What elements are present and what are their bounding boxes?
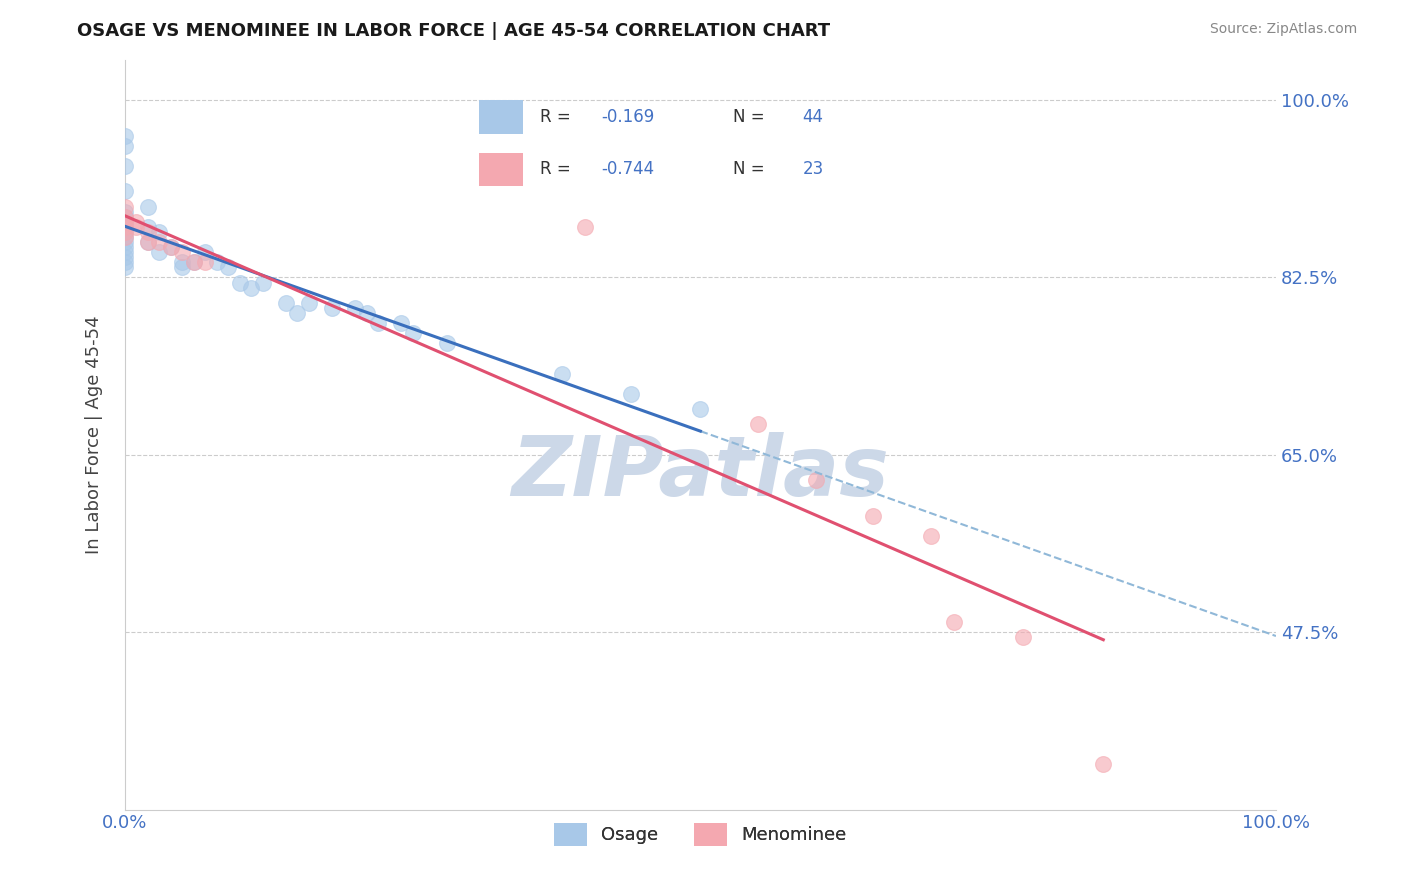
Point (389, 316, 412, 330)
Point (298, 295, 321, 310)
Point (205, 255, 228, 269)
Point (1011, 630, 1033, 644)
Text: ZIPatlas: ZIPatlas (512, 432, 890, 513)
Point (136, 235, 159, 249)
Point (114, 225, 136, 239)
Point (114, 235, 136, 249)
Point (194, 245, 217, 260)
Text: Source: ZipAtlas.com: Source: ZipAtlas.com (1209, 22, 1357, 37)
Point (183, 255, 205, 269)
Point (114, 230, 136, 244)
Point (747, 417, 769, 432)
Point (114, 215, 136, 229)
Point (148, 225, 170, 239)
Point (114, 200, 136, 214)
Point (114, 204, 136, 219)
Point (689, 402, 711, 417)
Point (136, 200, 159, 214)
Point (114, 138, 136, 153)
Legend: Osage, Menominee: Osage, Menominee (547, 815, 853, 853)
Y-axis label: In Labor Force | Age 45-54: In Labor Force | Age 45-54 (86, 315, 103, 554)
Point (920, 529, 942, 543)
Point (125, 219, 148, 234)
Point (551, 367, 574, 381)
Point (114, 219, 136, 234)
Point (148, 235, 170, 249)
Point (148, 245, 170, 260)
Point (114, 240, 136, 254)
Point (136, 219, 159, 234)
Point (356, 306, 378, 320)
Point (172, 245, 194, 260)
Point (114, 210, 136, 224)
Point (114, 128, 136, 143)
Point (274, 295, 297, 310)
Point (172, 260, 194, 275)
Point (217, 260, 239, 275)
Point (862, 508, 884, 523)
Point (136, 225, 159, 239)
Point (114, 225, 136, 239)
Point (942, 615, 965, 629)
Text: OSAGE VS MENOMINEE IN LABOR FORCE | AGE 45-54 CORRELATION CHART: OSAGE VS MENOMINEE IN LABOR FORCE | AGE … (77, 22, 831, 40)
Point (172, 255, 194, 269)
Point (804, 473, 827, 487)
Point (436, 336, 458, 351)
Point (252, 276, 274, 290)
Point (287, 306, 309, 320)
Point (229, 276, 252, 290)
Point (194, 255, 217, 269)
Point (125, 215, 148, 229)
Point (183, 255, 205, 269)
Point (620, 387, 643, 401)
Point (321, 301, 343, 315)
Point (114, 185, 136, 199)
Point (114, 250, 136, 264)
Point (160, 240, 183, 254)
Point (1092, 756, 1115, 771)
Point (160, 240, 183, 254)
Point (114, 159, 136, 173)
Point (114, 255, 136, 269)
Point (114, 230, 136, 244)
Point (136, 235, 159, 249)
Point (114, 260, 136, 275)
Point (367, 316, 389, 330)
Point (114, 210, 136, 224)
Point (344, 301, 367, 315)
Point (114, 215, 136, 229)
Point (240, 280, 263, 294)
Point (574, 219, 596, 234)
Point (114, 245, 136, 260)
Point (401, 326, 423, 341)
Point (114, 219, 136, 234)
